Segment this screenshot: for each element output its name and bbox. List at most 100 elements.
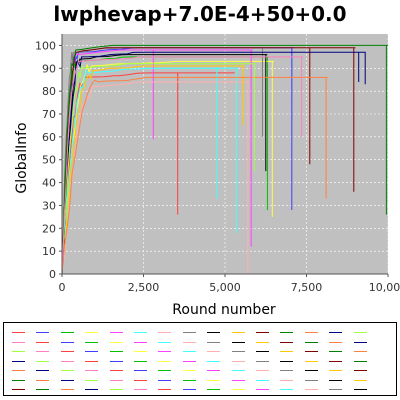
legend-swatch — [60, 341, 74, 343]
x-tick-label: 2,500 — [128, 281, 160, 294]
legend-swatch — [231, 389, 245, 390]
legend-swatch — [158, 389, 172, 390]
legend-swatch — [60, 332, 74, 333]
legend-swatch — [280, 379, 294, 381]
legend-row — [4, 365, 396, 375]
legend-swatch — [60, 389, 74, 390]
series-line-run-1 — [61, 72, 235, 275]
legend-row — [4, 337, 396, 347]
legend-swatch — [256, 389, 269, 390]
legend-swatch — [134, 379, 147, 381]
legend-row — [4, 375, 396, 385]
legend-swatch — [36, 379, 50, 381]
x-tick-label: 0 — [59, 281, 66, 294]
legend-swatch — [231, 370, 245, 371]
legend-swatch — [36, 341, 50, 343]
legend-swatch — [353, 389, 367, 390]
legend-swatch — [207, 379, 221, 381]
legend-swatch — [280, 389, 294, 390]
legend-swatch — [158, 332, 172, 333]
legend-swatch — [304, 389, 318, 390]
legend-swatch — [134, 341, 147, 343]
y-axis-label: GlobalInfo — [14, 122, 30, 193]
legend-swatch — [256, 351, 269, 352]
series-line-run-6 — [61, 67, 238, 275]
legend-swatch — [207, 341, 221, 343]
legend-swatch — [256, 332, 269, 333]
legend-swatch — [182, 370, 196, 371]
legend-swatch — [256, 360, 269, 362]
legend-swatch — [60, 351, 74, 352]
legend-row — [4, 384, 396, 394]
legend-swatch — [36, 389, 50, 390]
legend-swatch — [85, 360, 99, 362]
legend-swatch — [12, 341, 25, 343]
legend-swatch — [12, 370, 25, 371]
legend-swatch — [353, 351, 367, 352]
legend-swatch — [231, 351, 245, 352]
legend-swatch — [134, 389, 147, 390]
legend-swatch — [85, 389, 99, 390]
legend-swatch — [12, 360, 25, 362]
legend — [3, 322, 397, 396]
legend-swatch — [329, 332, 343, 333]
legend-swatch — [353, 379, 367, 381]
legend-swatch — [207, 332, 221, 333]
y-tick-label: 30 — [42, 199, 56, 212]
series-line-run-15 — [61, 63, 256, 275]
legend-swatch — [304, 370, 318, 371]
legend-swatch — [304, 332, 318, 333]
legend-swatch — [304, 379, 318, 381]
legend-swatch — [158, 360, 172, 362]
legend-swatch — [12, 389, 25, 390]
legend-swatch — [256, 341, 269, 343]
y-tick-label: 0 — [49, 268, 56, 281]
legend-swatch — [158, 379, 172, 381]
legend-swatch — [207, 370, 221, 371]
legend-swatch — [353, 360, 367, 362]
legend-swatch — [207, 389, 221, 390]
legend-swatch — [85, 379, 99, 381]
legend-swatch — [353, 341, 367, 343]
legend-swatch — [36, 332, 50, 333]
legend-swatch — [329, 389, 343, 390]
legend-swatch — [85, 351, 99, 352]
legend-swatch — [85, 341, 99, 343]
legend-swatch — [134, 351, 147, 352]
series-line-run-12 — [61, 44, 388, 275]
legend-swatch — [109, 332, 123, 333]
legend-row — [4, 327, 396, 337]
y-tick-label: 80 — [42, 85, 56, 98]
legend-row — [4, 356, 396, 366]
legend-swatch — [60, 370, 74, 371]
legend-swatch — [134, 360, 147, 362]
series-line-run-9 — [61, 54, 268, 275]
y-tick-label: 40 — [42, 177, 56, 190]
legend-swatch — [329, 351, 343, 352]
legend-swatch — [207, 351, 221, 352]
legend-swatch — [256, 379, 269, 381]
x-tick-label: 10,000 — [369, 281, 400, 294]
y-tick-label: 50 — [42, 154, 56, 167]
legend-swatch — [134, 332, 147, 333]
y-tick-label: 70 — [42, 108, 56, 121]
legend-swatch — [182, 360, 196, 362]
legend-swatch — [280, 341, 294, 343]
legend-row — [4, 346, 396, 356]
legend-swatch — [85, 332, 99, 333]
y-tick-label: 20 — [42, 222, 56, 235]
legend-swatch — [207, 360, 221, 362]
legend-swatch — [182, 332, 196, 333]
x-tick-label: 7,500 — [291, 281, 323, 294]
legend-swatch — [109, 351, 123, 352]
legend-swatch — [36, 370, 50, 371]
chart-plot: 0 10 20 30 40 50 60 70 80 90 100 0 2,500 5,000 7,500 10… — [14, 34, 400, 318]
legend-swatch — [109, 379, 123, 381]
legend-swatch — [60, 360, 74, 362]
legend-swatch — [12, 351, 25, 352]
series-line-run-13 — [61, 76, 328, 275]
legend-swatch — [304, 341, 318, 343]
legend-swatch — [256, 370, 269, 371]
legend-swatch — [158, 341, 172, 343]
legend-swatch — [60, 379, 74, 381]
